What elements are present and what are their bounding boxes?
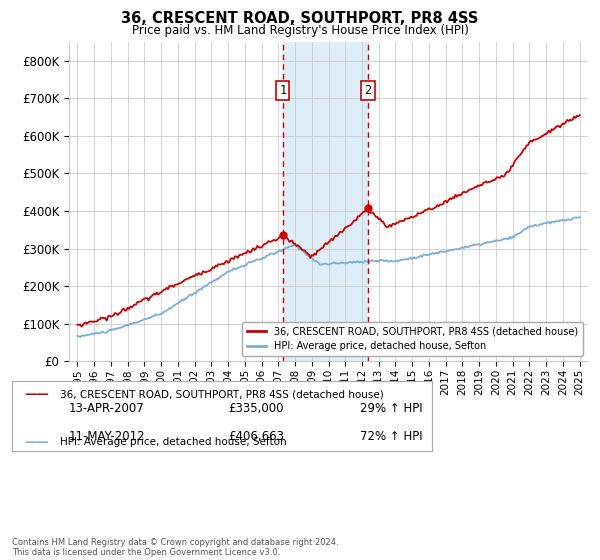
Text: 29% ↑ HPI: 29% ↑ HPI bbox=[360, 402, 422, 416]
Bar bbox=[283, 42, 368, 361]
Text: Price paid vs. HM Land Registry's House Price Index (HPI): Price paid vs. HM Land Registry's House … bbox=[131, 24, 469, 36]
Text: £406,663: £406,663 bbox=[228, 430, 284, 444]
Text: 1: 1 bbox=[280, 85, 287, 97]
Text: 72% ↑ HPI: 72% ↑ HPI bbox=[360, 430, 422, 444]
Text: £335,000: £335,000 bbox=[228, 402, 284, 416]
Text: 2: 2 bbox=[364, 85, 371, 97]
Text: ——: —— bbox=[24, 436, 49, 449]
Text: 36, CRESCENT ROAD, SOUTHPORT, PR8 4SS (detached house): 36, CRESCENT ROAD, SOUTHPORT, PR8 4SS (d… bbox=[60, 390, 384, 400]
Text: HPI: Average price, detached house, Sefton: HPI: Average price, detached house, Seft… bbox=[60, 437, 287, 447]
Text: 36, CRESCENT ROAD, SOUTHPORT, PR8 4SS: 36, CRESCENT ROAD, SOUTHPORT, PR8 4SS bbox=[121, 11, 479, 26]
Text: ——: —— bbox=[24, 388, 49, 402]
Text: 1: 1 bbox=[29, 402, 36, 416]
Text: 2: 2 bbox=[29, 430, 36, 444]
Text: 11-MAY-2012: 11-MAY-2012 bbox=[69, 430, 146, 444]
Text: Contains HM Land Registry data © Crown copyright and database right 2024.
This d: Contains HM Land Registry data © Crown c… bbox=[12, 538, 338, 557]
Legend: 36, CRESCENT ROAD, SOUTHPORT, PR8 4SS (detached house), HPI: Average price, deta: 36, CRESCENT ROAD, SOUTHPORT, PR8 4SS (d… bbox=[242, 322, 583, 356]
Text: 13-APR-2007: 13-APR-2007 bbox=[69, 402, 145, 416]
